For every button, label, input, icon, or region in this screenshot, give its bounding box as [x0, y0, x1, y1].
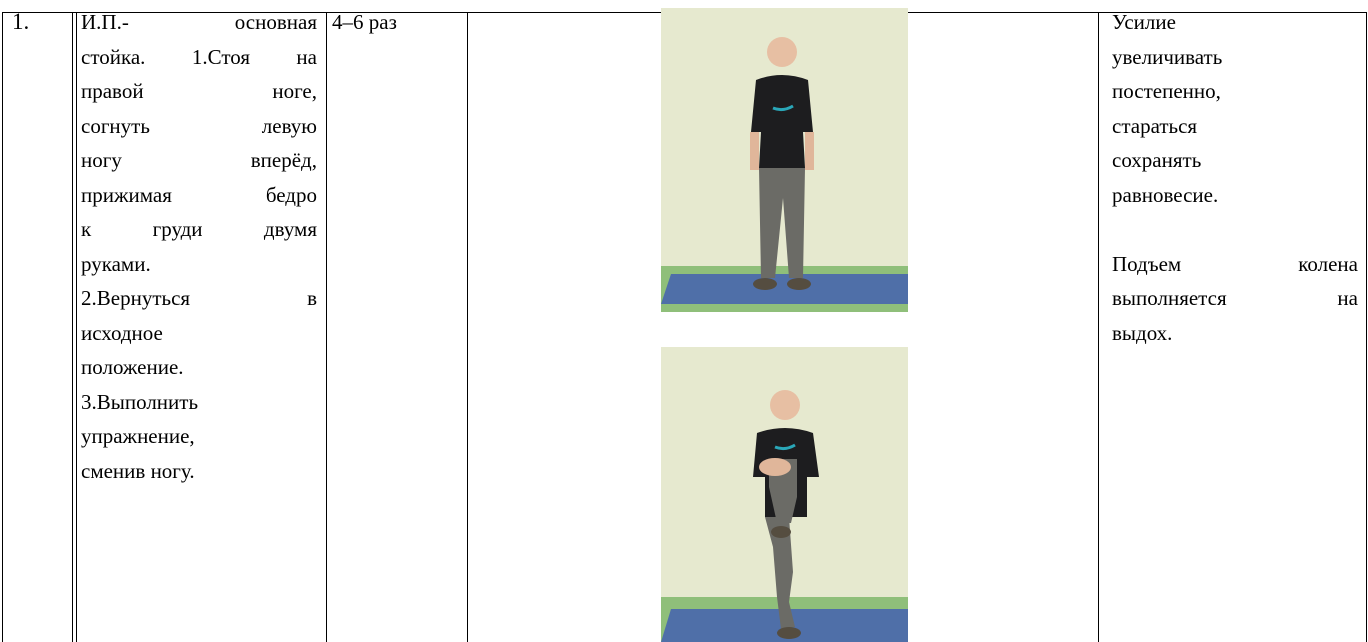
text-line: 2.Вернуться в [81, 286, 317, 310]
text-line: Подъем колена [1112, 251, 1358, 276]
column-border [326, 12, 327, 642]
text-line: согнуть левую [81, 113, 317, 138]
text-line: прижимая бедро [81, 182, 317, 207]
column-border [1098, 12, 1099, 642]
text-line: сохранять [1112, 148, 1202, 172]
text-line: руками. [81, 251, 151, 276]
repetitions: 4–6 раз [332, 10, 397, 34]
exercise-photo-start [661, 8, 908, 312]
row-number: 1. [12, 9, 30, 34]
text-line: выполняется на [1112, 286, 1358, 310]
text-line: сменив ногу. [81, 458, 195, 483]
text-line: увеличивать [1112, 44, 1223, 69]
paragraph-gap [1112, 212, 1358, 247]
text-line: постепенно, [1112, 79, 1221, 103]
text-line: исходное [81, 320, 163, 345]
text-line: 3.Выполнить [81, 389, 199, 414]
text-line: равновесие. [1112, 182, 1219, 207]
text-line: Усилие [1112, 10, 1176, 34]
column-border [467, 12, 468, 642]
column-border [2, 12, 3, 642]
column-border [72, 12, 73, 642]
description: И.П.- основная стойка. 1.Стоя на правой … [81, 5, 317, 488]
text-line: упражнение, [81, 424, 195, 448]
text-line: ногу вперёд, [81, 148, 317, 172]
text-line: к груди двумя [81, 217, 317, 241]
exercise-photo-knee-raise [661, 347, 908, 642]
text-line: выдох. [1112, 320, 1173, 345]
text-line: стойка. 1.Стоя на [81, 44, 317, 69]
column-border [1366, 12, 1367, 642]
text-line: правой ноге, [81, 79, 317, 103]
text-line: положение. [81, 355, 184, 379]
column-border [76, 12, 77, 642]
notes: Усилие увеличивать постепенно, стараться… [1112, 5, 1358, 350]
text-line: И.П.- основная [81, 10, 317, 34]
text-line: стараться [1112, 113, 1198, 138]
